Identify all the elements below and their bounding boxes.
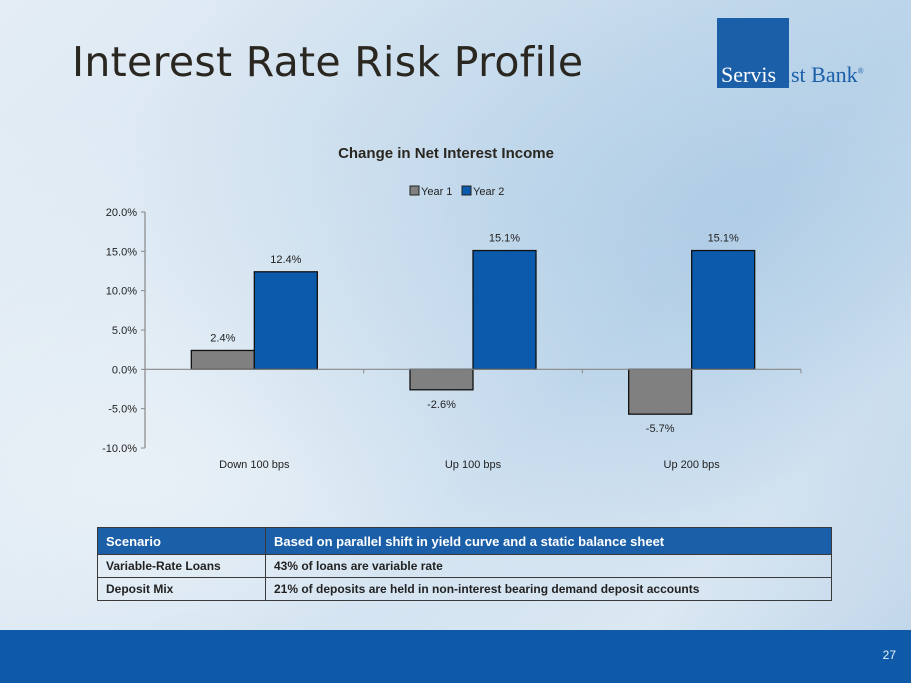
x-tick-label: Up 200 bps bbox=[664, 459, 721, 471]
x-tick-label: Down 100 bps bbox=[219, 459, 290, 471]
bars: 2.4% 12.4% -2.6% 15.1% -5.7% 15.1% bbox=[190, 233, 756, 435]
chart-title: Change in Net Interest Income bbox=[338, 145, 554, 162]
bar-year1-down-100-bps bbox=[190, 349, 255, 370]
y-tick-label: 0.0% bbox=[112, 364, 137, 376]
page-number: 27 bbox=[882, 648, 896, 662]
header-value: Based on parallel shift in yield curve a… bbox=[265, 527, 832, 555]
slide-title: Interest Rate Risk Profile bbox=[72, 38, 584, 86]
row-label: Deposit Mix bbox=[97, 577, 266, 601]
servis1st-bank-logo: Servis 1st Bank® bbox=[717, 18, 897, 90]
row-label: Variable-Rate Loans bbox=[97, 554, 266, 578]
net-interest-income-chart: Change in Net Interest Income Year 1 Yea… bbox=[102, 145, 802, 471]
table-header-row: Scenario Based on parallel shift in yiel… bbox=[97, 527, 832, 555]
y-tick-label: -5.0% bbox=[108, 404, 137, 416]
header-label: Scenario bbox=[97, 527, 266, 555]
bar-year2-down-100-bps bbox=[253, 271, 318, 370]
data-label: 15.1% bbox=[708, 233, 739, 245]
table-row: Variable-Rate Loans 43% of loans are var… bbox=[97, 554, 832, 578]
y-tick-label: 20.0% bbox=[106, 207, 137, 219]
legend: Year 1 Year 2 bbox=[409, 185, 504, 198]
logo-square bbox=[717, 18, 789, 88]
legend-swatch-year2 bbox=[461, 185, 472, 196]
logo-text: Servis 1st Bank® bbox=[721, 62, 864, 88]
legend-label-year1: Year 1 bbox=[421, 186, 452, 198]
bar-year1-up-100-bps bbox=[409, 368, 474, 391]
bar-year2-up-200-bps bbox=[691, 249, 756, 370]
scenario-table: Scenario Based on parallel shift in yiel… bbox=[97, 527, 832, 601]
registered-mark: ® bbox=[857, 66, 864, 76]
data-label: -5.7% bbox=[646, 423, 675, 435]
legend-swatch-year1 bbox=[409, 185, 420, 196]
bar-year2-up-100-bps bbox=[472, 249, 537, 370]
y-tick-label: -10.0% bbox=[102, 443, 137, 455]
x-tick-label: Up 100 bps bbox=[445, 459, 502, 471]
bar-year1-up-200-bps bbox=[628, 368, 693, 415]
y-tick-label: 15.0% bbox=[106, 246, 137, 258]
footer-bar: 27 bbox=[0, 630, 911, 683]
y-tick-label: 5.0% bbox=[112, 325, 137, 337]
data-label: 15.1% bbox=[489, 233, 520, 245]
data-label: 2.4% bbox=[210, 332, 235, 344]
y-axis: 20.0% 15.0% 10.0% 5.0% 0.0% -5.0% -10.0% bbox=[102, 207, 146, 455]
logo-text-part2: 1st Bank bbox=[780, 62, 858, 87]
row-value: 43% of loans are variable rate bbox=[265, 554, 832, 578]
row-value: 21% of deposits are held in non-interest… bbox=[265, 577, 832, 601]
logo-text-part1: Servis bbox=[721, 62, 776, 87]
y-tick-label: 10.0% bbox=[106, 286, 137, 298]
x-axis: Down 100 bps Up 100 bps Up 200 bps bbox=[144, 368, 802, 471]
data-label: -2.6% bbox=[427, 399, 456, 411]
legend-label-year2: Year 2 bbox=[473, 186, 504, 198]
table-row: Deposit Mix 21% of deposits are held in … bbox=[97, 577, 832, 601]
data-label: 12.4% bbox=[270, 254, 301, 266]
